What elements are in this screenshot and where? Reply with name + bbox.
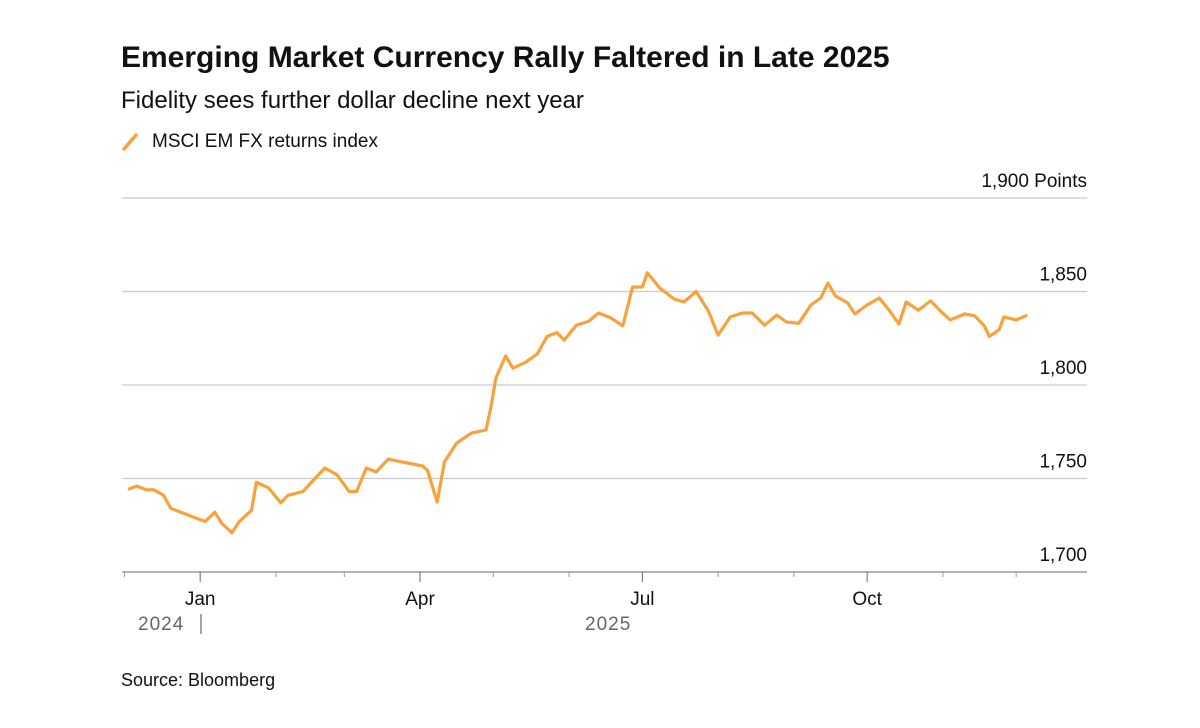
x-tick-label: Oct (852, 589, 882, 610)
y-tick-label: 1,800 (1039, 358, 1087, 379)
y-tick-label: 1,900 Points (981, 171, 1087, 192)
year-label: 2025 (585, 614, 631, 635)
y-tick-label: 1,750 (1039, 452, 1087, 473)
x-tick-label: Jan (185, 589, 216, 610)
legend-label: MSCI EM FX returns index (152, 131, 378, 152)
y-tick-label: 1,850 (1039, 265, 1087, 286)
x-tick-label: Apr (405, 589, 435, 610)
chart-subtitle: Fidelity sees further dollar decline nex… (121, 87, 584, 114)
year-label: 2024 (138, 614, 184, 635)
y-tick-label: 1,700 (1039, 545, 1087, 566)
chart-title: Emerging Market Currency Rally Faltered … (121, 41, 890, 74)
legend-swatch (122, 133, 138, 151)
source: Source: Bloomberg (121, 670, 275, 690)
line-series (127, 271, 1028, 535)
x-tick-label: Jul (630, 589, 654, 610)
